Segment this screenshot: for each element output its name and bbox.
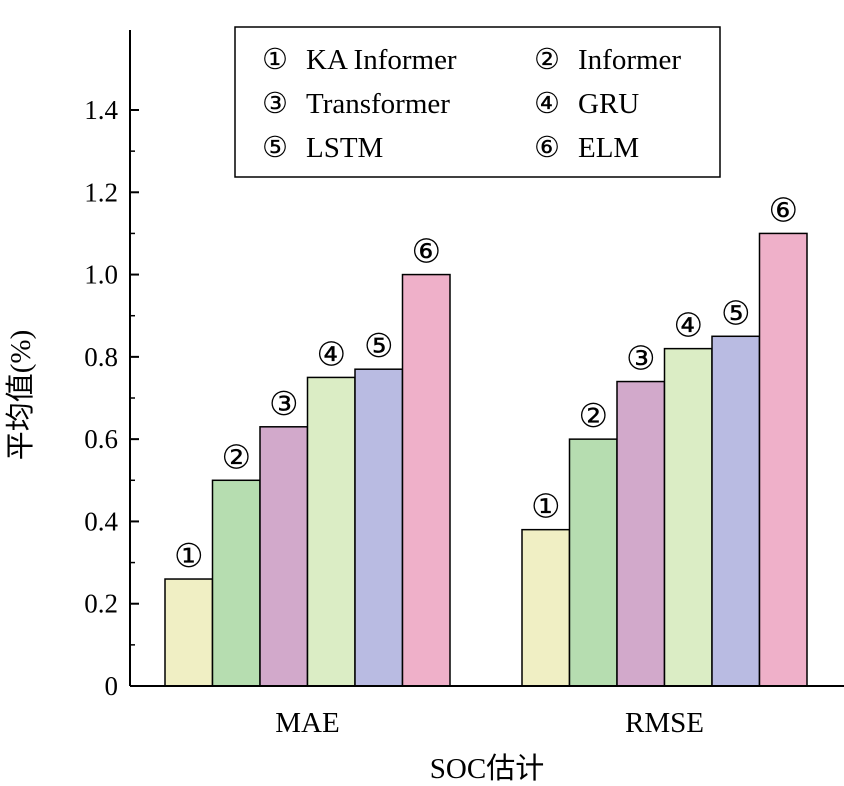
category-labels: MAE RMSE (275, 707, 704, 739)
bar-lstm-rmse (711, 335, 761, 687)
legend-label: ELM (578, 132, 639, 164)
legend-item-transformer: ③ Transformer (262, 88, 450, 120)
legend-box (234, 26, 721, 178)
bar-marker: ⑥ (768, 193, 798, 229)
bar-marker: ① (174, 539, 204, 575)
bar-marker: ④ (673, 309, 703, 345)
legend-item-lstm: ⑤ LSTM (262, 132, 383, 164)
legend-label: Transformer (306, 88, 450, 120)
x-axis-title: SOC估计 (430, 752, 544, 785)
axes (129, 30, 844, 687)
legend-label: KA Informer (306, 44, 457, 76)
bar-marker: ④ (316, 337, 346, 373)
y-tick-label: 1.0 (84, 260, 118, 290)
bar-marker: ⑥ (411, 235, 441, 271)
bar-elm-rmse (758, 232, 808, 687)
y-tick-label: 1.2 (84, 177, 118, 207)
bar-marker: ③ (626, 342, 656, 378)
category-label-mae: MAE (275, 707, 339, 739)
bar-ka-informer-rmse (521, 528, 571, 687)
category-label-rmse: RMSE (625, 707, 704, 739)
legend-marker: ③ (262, 88, 288, 120)
y-axis-title: 平均值(%) (4, 330, 37, 460)
legend-marker: ① (262, 44, 288, 76)
y-tick-label: 0.6 (84, 424, 118, 454)
bar-marker: ① (531, 490, 561, 526)
legend-item-gru: ④ GRU (534, 88, 639, 120)
y-tick-label: 0.4 (84, 506, 118, 536)
y-tick-label: 0 (105, 671, 119, 701)
legend-label: GRU (578, 88, 639, 120)
bar-lstm-mae (354, 368, 404, 687)
y-tick-label: 0.8 (84, 342, 118, 372)
legend-item-ka-informer: ① KA Informer (262, 44, 457, 76)
bar-transformer-rmse (616, 380, 666, 687)
legend-marker: ⑥ (534, 132, 560, 164)
bar-marker: ⑤ (721, 296, 751, 332)
bar-marker: ③ (269, 387, 299, 423)
bar-informer-rmse (568, 438, 618, 687)
bars (164, 232, 808, 687)
bar-ka-informer-mae (164, 578, 214, 687)
legend-label: LSTM (306, 132, 383, 164)
legend-item-elm: ⑥ ELM (534, 132, 639, 164)
bar-transformer-mae (259, 426, 309, 687)
legend-marker: ② (534, 44, 560, 76)
legend: ① KA Informer ② Informer ③ Transformer ④ GRU ⑤ LS… (234, 26, 721, 178)
bar-gru-rmse (663, 347, 713, 687)
y-tick-label: 0.2 (84, 589, 118, 619)
legend-marker: ⑤ (262, 132, 288, 164)
bar-elm-mae (401, 273, 451, 687)
y-tick-labels: 0 0.2 0.4 0.6 0.8 1.0 1.2 1.4 (84, 95, 118, 701)
y-tick-label: 1.4 (84, 95, 118, 125)
bar-informer-mae (211, 479, 261, 687)
bar-gru-mae (306, 376, 356, 687)
tick-marks (130, 109, 139, 687)
bar-marker: ② (578, 399, 608, 435)
legend-marker: ④ (534, 88, 560, 120)
legend-item-informer: ② Informer (534, 44, 681, 76)
bar-marker: ② (221, 440, 251, 476)
legend-label: Informer (578, 44, 681, 76)
bar-marker: ⑤ (364, 329, 394, 365)
